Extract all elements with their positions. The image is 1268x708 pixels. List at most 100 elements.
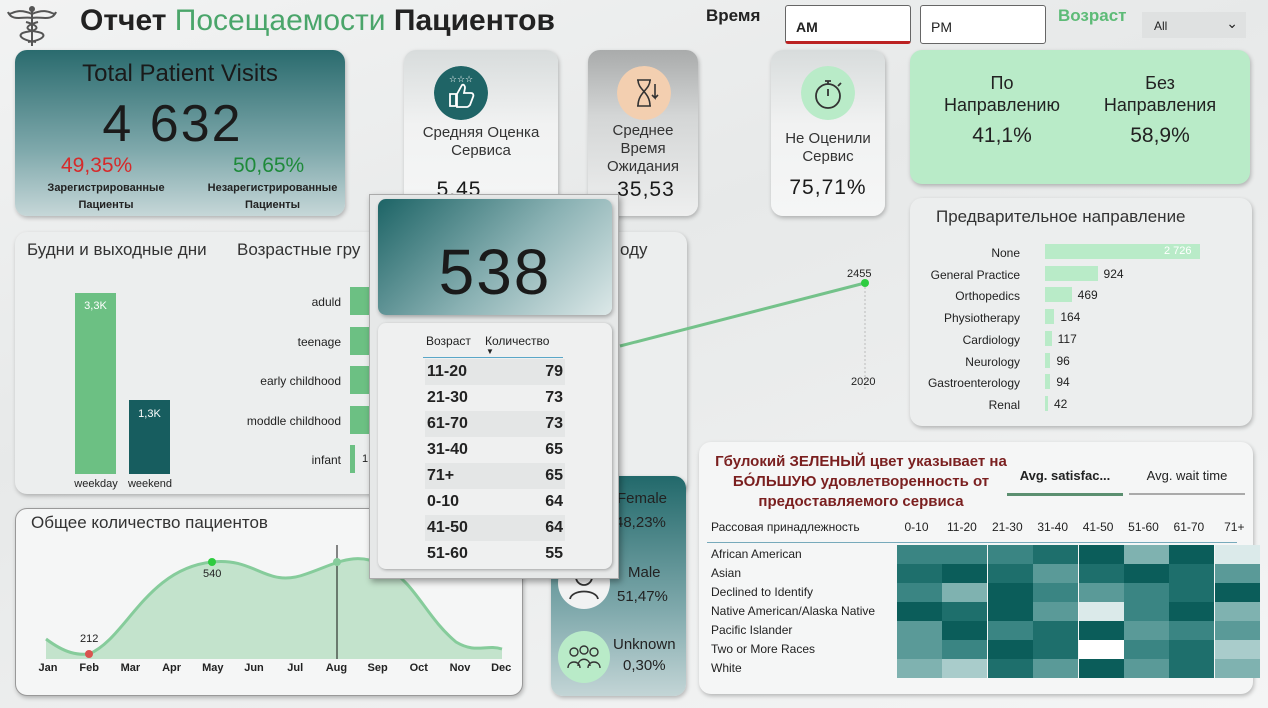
heatmap-cell[interactable] [942,545,988,564]
heatmap-cell[interactable] [1124,564,1169,583]
weekend-bar[interactable] [129,400,170,474]
weekday-bar[interactable] [75,293,116,474]
referral-bar[interactable] [1045,330,1052,346]
heatmap-cell[interactable] [987,640,1033,659]
heatmap-cell[interactable] [1078,659,1124,678]
heatmap-cell[interactable] [942,564,988,583]
month-label: Jun [244,662,264,674]
kpi-value: 75,71% [789,176,867,199]
referral-bar[interactable] [1045,265,1098,281]
female-pct: 48,23% [615,514,666,531]
heatmap-cell[interactable] [1124,602,1169,621]
referral-label: General Practice [930,267,1020,282]
heatmap-cell[interactable] [1214,621,1260,640]
heatmap-cell[interactable] [1169,640,1215,659]
heatmap-cell[interactable] [1033,602,1079,621]
referral-bar[interactable] [1045,352,1051,368]
title-part: Пациентов [385,4,555,37]
tab-avg-wait-time[interactable]: Avg. wait time [1129,468,1245,495]
kpi-card-rating: ☆☆☆ Средняя Оценка Сервиса 5,45 [404,50,558,216]
heatmap-cell[interactable] [1124,583,1169,602]
age-group-label: aduld [311,295,341,309]
heatmap-cell[interactable] [1169,602,1215,621]
heatmap-cell[interactable] [1169,583,1215,602]
heatmap-cell[interactable] [1124,640,1169,659]
heatmap-cell[interactable] [1033,545,1079,564]
month-label: May [202,662,224,674]
heatmap-cell[interactable] [897,659,942,678]
heatmap-cell[interactable] [987,545,1033,564]
heatmap-cell[interactable] [987,583,1033,602]
referral-bar[interactable] [1045,244,1200,259]
age-dropdown[interactable]: All ⌄ [1142,12,1246,38]
referral-bar[interactable] [1045,287,1072,303]
heatmap-cell[interactable] [1078,640,1124,659]
heatmap-cell[interactable] [897,583,942,602]
month-label: Mar [120,662,141,674]
referral-bar[interactable] [1045,395,1048,411]
heatmap-cell[interactable] [1078,583,1124,602]
heatmap-cell[interactable] [1033,564,1079,583]
heatmap-cell[interactable] [1169,659,1215,678]
referral-bar[interactable] [1045,374,1051,390]
heatmap-cell[interactable] [1078,545,1124,564]
heatmap-cell[interactable] [942,583,988,602]
time-am-button[interactable]: AM [785,5,911,44]
heatmap-cell[interactable] [1033,583,1079,602]
heatmap-cell[interactable] [1033,659,1079,678]
tooltip-count: 73 [545,389,563,406]
heatmap-row-label: Pacific Islander [711,623,793,637]
heatmap-cell[interactable] [1214,602,1260,621]
yearly-point[interactable] [861,279,869,287]
heatmap-cell[interactable] [987,602,1033,621]
heatmap-cell[interactable] [897,640,942,659]
chevron-down-icon: ⌄ [1226,15,1238,31]
heatmap-cell[interactable] [897,545,942,564]
age-group-bar[interactable] [350,445,355,473]
heatmap-cell[interactable] [942,659,988,678]
tooltip-count: 64 [545,519,563,536]
max-label: 540 [203,568,222,580]
total-visits-title: Total Patient Visits [82,60,278,87]
tooltip-col-count[interactable]: Количество [485,334,550,348]
age-group-label: infant [311,453,341,467]
heatmap-cell[interactable] [1214,583,1260,602]
heatmap-cell[interactable] [1033,640,1079,659]
heatmap-cell[interactable] [1214,545,1260,564]
heatmap-cell[interactable] [897,602,942,621]
max-point[interactable] [208,558,216,566]
heatmap-cell[interactable] [1169,545,1215,564]
heatmap-cell[interactable] [942,640,988,659]
heatmap-cell[interactable] [987,621,1033,640]
heatmap-cell[interactable] [1214,659,1260,678]
min-point[interactable] [85,650,93,658]
tab-avg-satisfaction[interactable]: Avg. satisfac... [1007,468,1123,496]
heatmap-cell[interactable] [1124,659,1169,678]
heatmap-cell[interactable] [897,564,942,583]
heatmap-cell[interactable] [1124,545,1169,564]
weekday-bar-value: 3,3K [84,300,107,312]
age-group-label: early childhood [260,374,341,388]
heatmap-cell[interactable] [1124,621,1169,640]
heatmap-cell[interactable] [1078,621,1124,640]
heatmap-cell[interactable] [1078,602,1124,621]
time-pm-button[interactable]: PM [920,5,1046,44]
title-highlight: Посещаемости [174,4,386,37]
heatmap-cell[interactable] [987,564,1033,583]
heatmap-cell[interactable] [897,621,942,640]
heatmap-cell[interactable] [1033,621,1079,640]
heatmap-cell[interactable] [942,602,988,621]
heatmap-cell[interactable] [1214,640,1260,659]
heatmap-cell[interactable] [987,659,1033,678]
hover-point[interactable] [333,558,341,566]
tooltip-col-age[interactable]: Возраст [426,334,471,348]
heatmap-cell[interactable] [942,621,988,640]
thumbs-up-icon: ☆☆☆ [434,66,488,120]
heatmap-cell[interactable] [1169,621,1215,640]
tooltip-row: 11-20 79 [425,359,565,385]
referral-bar[interactable] [1045,309,1055,325]
heatmap-cell[interactable] [1169,564,1215,583]
tooltip-row: 0-10 64 [425,489,565,515]
heatmap-cell[interactable] [1214,564,1260,583]
heatmap-cell[interactable] [1078,564,1124,583]
